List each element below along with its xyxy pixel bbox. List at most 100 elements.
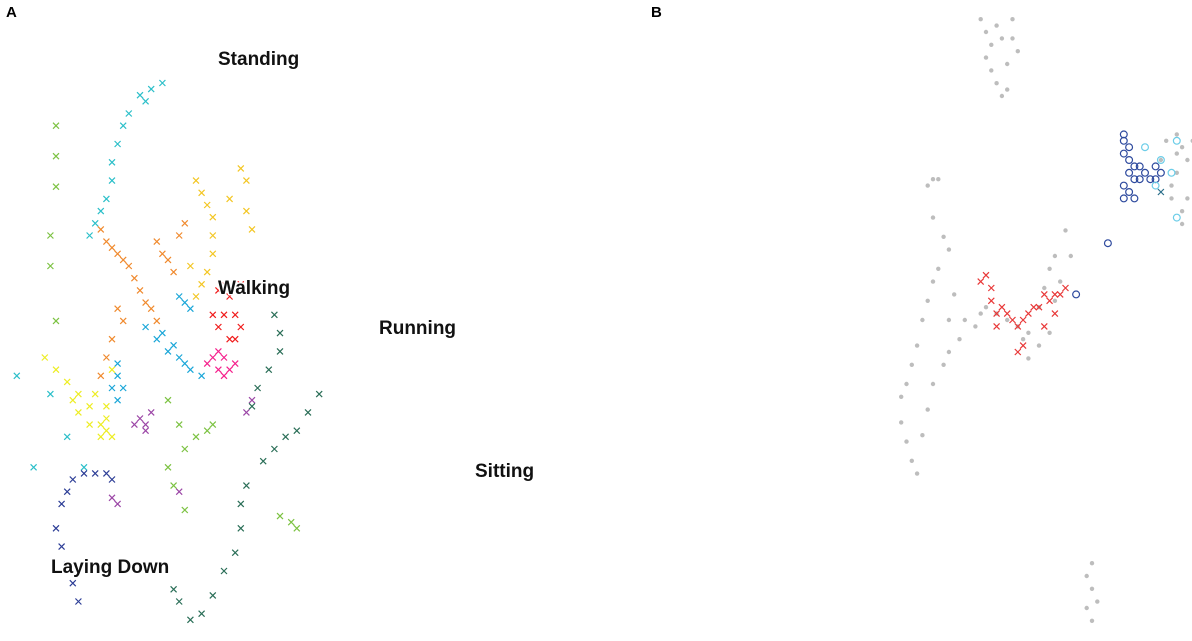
data-point — [214, 323, 222, 331]
data-point — [1042, 285, 1047, 291]
data-point — [1005, 317, 1010, 323]
data-point — [1058, 279, 1063, 284]
data-point — [119, 384, 127, 392]
cluster-label-running: Running — [379, 318, 456, 339]
data-point — [192, 293, 200, 300]
data-point — [220, 280, 228, 288]
data-point — [69, 579, 77, 587]
data-point — [987, 297, 995, 305]
data-point — [994, 23, 999, 28]
data-point — [209, 354, 217, 361]
data-point — [46, 262, 54, 270]
data-point — [175, 488, 183, 496]
data-point — [119, 122, 127, 130]
data-point — [164, 463, 172, 471]
data-point — [108, 384, 116, 392]
data-point — [952, 292, 957, 297]
data-point — [108, 366, 116, 374]
data-point — [1036, 343, 1042, 348]
data-point — [119, 256, 127, 264]
data-point — [203, 201, 211, 209]
data-point — [58, 543, 66, 551]
data-point — [30, 463, 38, 471]
data-point — [130, 421, 138, 429]
data-point — [91, 469, 99, 477]
data-point — [97, 421, 105, 429]
data-point — [1158, 157, 1164, 163]
data-point — [91, 219, 99, 227]
data-point — [936, 266, 941, 271]
data-point — [13, 372, 21, 380]
data-point — [52, 524, 60, 532]
panel-b-label: B — [651, 4, 662, 21]
data-point — [119, 317, 127, 325]
data-point — [925, 298, 930, 303]
data-point — [209, 213, 217, 221]
data-point — [186, 305, 194, 313]
data-point — [1140, 168, 1149, 177]
data-point — [52, 122, 60, 130]
data-point — [175, 232, 183, 239]
data-point — [153, 317, 161, 325]
data-point — [142, 427, 150, 435]
data-point — [1151, 181, 1160, 190]
cluster-label-standing: Standing — [218, 49, 299, 70]
data-point — [989, 42, 994, 47]
data-point — [170, 268, 178, 276]
data-point — [1072, 290, 1081, 299]
data-point — [198, 280, 206, 288]
data-point — [904, 381, 909, 387]
data-point — [170, 585, 178, 593]
data-point — [1119, 181, 1128, 190]
data-point — [158, 329, 166, 337]
data-point — [1185, 196, 1190, 201]
data-point — [69, 396, 77, 404]
data-point — [1046, 297, 1054, 305]
data-point — [164, 347, 172, 355]
data-point — [1005, 61, 1010, 67]
data-point — [1130, 175, 1139, 184]
data-point — [1135, 175, 1144, 184]
data-point — [993, 322, 1001, 330]
data-point — [1014, 322, 1022, 330]
data-point — [930, 177, 936, 182]
series-a-7 — [108, 396, 256, 508]
data-point — [1040, 290, 1048, 298]
data-point — [97, 225, 105, 233]
data-point — [175, 293, 183, 300]
data-point — [175, 421, 183, 429]
data-point — [1130, 194, 1139, 203]
data-point — [978, 17, 983, 22]
data-point — [1156, 168, 1165, 177]
data-point — [909, 362, 914, 367]
series-a-9 — [170, 311, 323, 624]
data-point — [1024, 310, 1032, 318]
series-a-1 — [97, 219, 189, 380]
data-point — [909, 458, 914, 463]
data-point — [1125, 156, 1134, 165]
data-point — [214, 347, 222, 355]
data-point — [97, 372, 105, 380]
data-point — [1146, 175, 1155, 184]
data-point — [237, 500, 245, 508]
data-point — [63, 488, 71, 496]
data-point — [999, 93, 1005, 99]
panel-b-scatter — [899, 17, 1192, 623]
data-point — [130, 274, 138, 282]
data-point — [293, 427, 301, 435]
data-point — [914, 343, 920, 348]
data-point — [237, 280, 245, 288]
data-point — [80, 469, 88, 477]
data-point — [1169, 183, 1174, 188]
data-point — [231, 286, 239, 294]
data-point — [1089, 586, 1095, 591]
data-point — [1020, 337, 1026, 342]
data-point — [209, 421, 217, 429]
data-point — [209, 232, 217, 239]
data-point — [186, 366, 194, 374]
data-point — [147, 85, 155, 93]
data-point — [97, 207, 105, 215]
data-point — [142, 323, 150, 331]
data-point — [114, 305, 122, 313]
data-point — [114, 500, 122, 508]
